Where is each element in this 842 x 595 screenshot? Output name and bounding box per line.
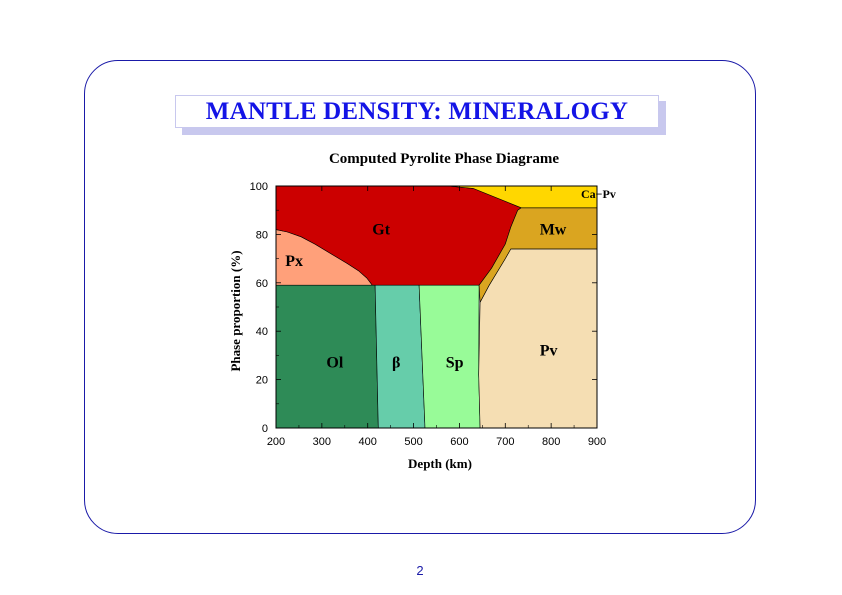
phase-label-ol: Ol (326, 355, 343, 372)
phase-labels: Ol β Sp Pv Px Gt Mw Ca−Pv (285, 187, 616, 371)
chart-title: Computed Pyrolite Phase Diagrame (329, 151, 559, 167)
x-tick-label: 700 (496, 436, 514, 448)
phase-label-beta: β (392, 355, 400, 372)
y-tick-label: 40 (256, 326, 268, 338)
x-tick-label: 300 (313, 436, 331, 448)
phase-label-gt: Gt (372, 221, 390, 238)
phase-region-pv (478, 248, 598, 429)
page-number: 2 (416, 563, 424, 578)
phase-label-pv: Pv (540, 342, 558, 359)
phase-label-px: Px (285, 253, 303, 270)
x-tick-label: 800 (542, 436, 560, 448)
title-box: MANTLE DENSITY: MINERALOGY (175, 95, 659, 128)
x-tick-label: 500 (404, 436, 422, 448)
x-tick-label: 600 (450, 436, 468, 448)
y-tick-label: 20 (256, 375, 268, 387)
phase-label-ca-pv: Ca−Pv (581, 187, 616, 201)
y-tick-label: 0 (262, 423, 268, 435)
x-tick-label: 900 (588, 436, 606, 448)
x-tick-label: 200 (267, 436, 285, 448)
axis-ticks: 200 300 400 500 600 700 800 900 0 20 40 60 80 100 (250, 181, 607, 448)
phase-regions (275, 185, 598, 429)
phase-label-sp: Sp (446, 355, 464, 372)
y-tick-label: 80 (256, 229, 268, 241)
slide-title: MANTLE DENSITY: MINERALOGY (205, 97, 629, 125)
y-tick-label: 100 (250, 181, 268, 193)
x-axis-label: Depth (km) (408, 456, 472, 471)
y-tick-label: 60 (256, 278, 268, 290)
y-axis-label: Phase proportion (%) (228, 250, 243, 371)
x-tick-label: 400 (359, 436, 377, 448)
slide-frame (84, 60, 756, 534)
phase-label-mw: Mw (540, 221, 567, 238)
